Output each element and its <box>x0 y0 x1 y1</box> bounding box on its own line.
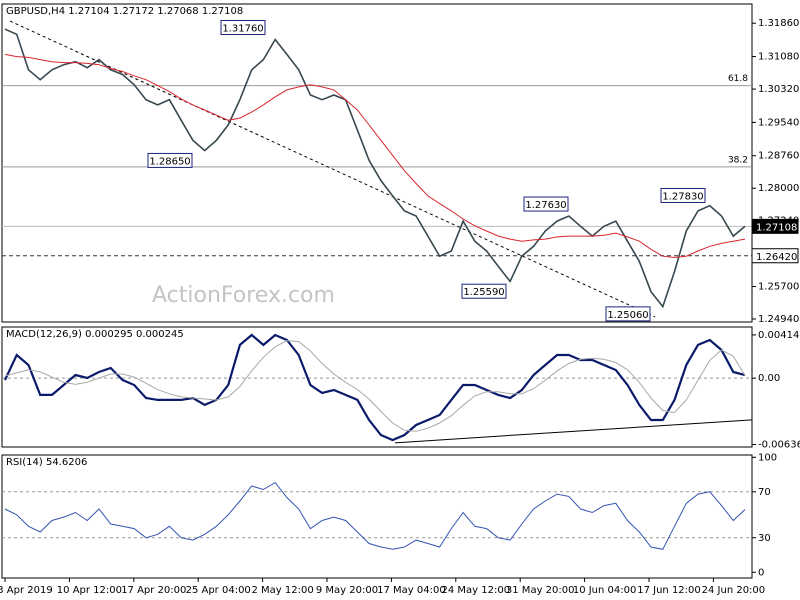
y-tick-label: 100 <box>758 452 777 463</box>
annotation-label: 1.27830 <box>662 191 703 202</box>
series-line <box>4 28 746 309</box>
x-tick-label: 31 May 20:00 <box>506 585 575 596</box>
y-tick-label: 1.28760 <box>758 151 799 162</box>
price-panel <box>1 3 753 323</box>
price-box <box>751 218 799 234</box>
x-tick-label: 17 Jun 12:00 <box>637 585 701 596</box>
annotation-label: 1.27630 <box>525 200 566 211</box>
x-tick-label: 24 Jun 20:00 <box>702 585 766 596</box>
y-tick-label: 0 <box>758 567 764 578</box>
y-tick-label: -0.006365 <box>758 440 800 451</box>
y-tick-label: 1.30320 <box>758 84 799 95</box>
y-tick-label: 30 <box>758 533 771 544</box>
x-tick-label: 2 May 12:00 <box>251 585 313 596</box>
rsi-title: RSI(14) 54.6206 <box>6 457 87 468</box>
level-label: 61.8 <box>728 74 748 84</box>
x-tick-label: 17 May 04:00 <box>377 585 446 596</box>
annotation-box <box>220 20 266 36</box>
y-tick-label: 1.31860 <box>758 18 799 29</box>
annotation-box <box>147 152 193 168</box>
y-tick-label: 1.29540 <box>758 117 799 128</box>
price-box <box>751 248 799 264</box>
annotation-box <box>660 187 706 203</box>
rsi-panel <box>1 454 753 579</box>
macd-title: MACD(12,26,9) 0.000295 0.000245 <box>6 329 184 340</box>
price-box-label: 1.26420 <box>756 252 797 263</box>
y-tick-label: 1.31080 <box>758 52 799 63</box>
chart-title: GBPUSD,H4 1.27104 1.27172 1.27068 1.2710… <box>6 6 243 17</box>
x-tick-label: 10 Jun 04:00 <box>573 585 637 596</box>
x-tick-label: 3 Apr 2019 <box>0 585 53 596</box>
trend-line <box>9 20 656 318</box>
series-line <box>4 53 746 259</box>
x-tick-label: 9 May 20:00 <box>316 585 378 596</box>
x-tick-label: 10 Apr 12:00 <box>57 585 122 596</box>
annotation-box <box>461 283 507 299</box>
annotation-label: 1.31760 <box>222 24 263 35</box>
annotation-label: 1.25060 <box>607 310 648 321</box>
annotation-box <box>523 196 569 212</box>
y-tick-label: 0.00 <box>758 373 780 384</box>
series-line <box>4 340 746 432</box>
series-line <box>4 481 746 550</box>
annotation-label: 1.25590 <box>463 287 504 298</box>
series-line <box>4 333 746 442</box>
y-tick-label: 70 <box>758 487 771 498</box>
x-tick-label: 24 May 12:00 <box>442 585 511 596</box>
y-tick-label: 1.28000 <box>758 183 799 194</box>
annotation-label: 1.28650 <box>149 156 190 167</box>
y-tick-label: 1.25700 <box>758 282 799 293</box>
x-tick-label: 17 Apr 20:00 <box>121 585 186 596</box>
annotation-box <box>605 306 651 322</box>
level-label: 38.2 <box>728 155 748 165</box>
y-tick-label: 0.004141 <box>758 330 800 341</box>
watermark: ActionForex.com <box>152 283 335 308</box>
price-box-label: 1.27108 <box>756 222 797 233</box>
trend-line <box>394 419 753 444</box>
macd-panel <box>1 326 753 448</box>
x-tick-label: 25 Apr 04:00 <box>186 585 251 596</box>
y-tick-label: 1.24940 <box>758 314 799 325</box>
